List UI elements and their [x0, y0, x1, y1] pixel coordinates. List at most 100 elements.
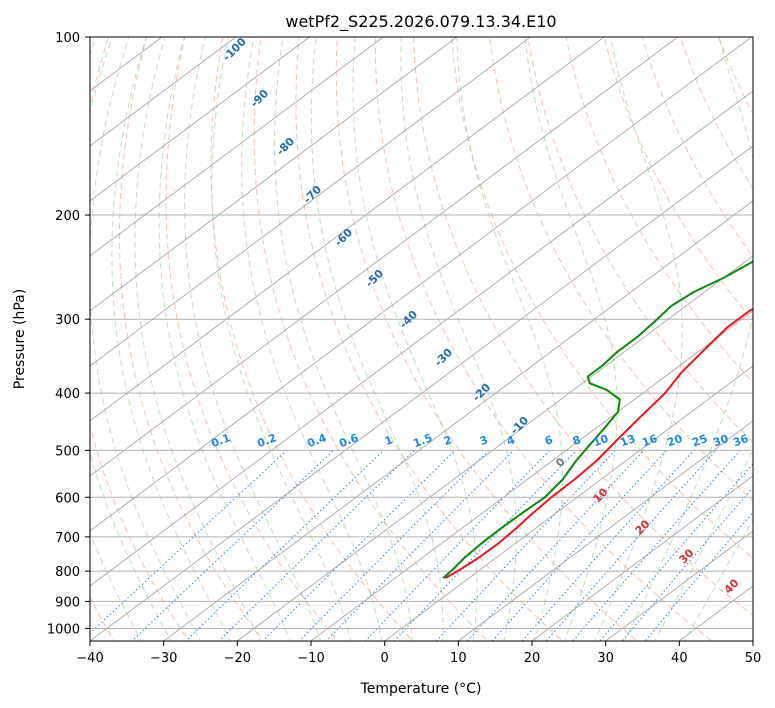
x-axis: −40 −30 −20 −10 0 10 20 30 40 50 [76, 641, 761, 666]
y-tick-label: 200 [55, 209, 80, 224]
dry-adiabat-line [413, 37, 753, 617]
moist-adiabat-line [456, 37, 563, 641]
mixing-ratio-label: 0.1 [209, 431, 232, 450]
isotherm-line [90, 37, 605, 422]
plot-frame [89, 36, 754, 642]
x-tick-label: 0 [381, 651, 389, 666]
mixing-ratio-line [90, 450, 288, 635]
mixing-ratio-label: 0.6 [337, 431, 360, 450]
isotherm-line [90, 145, 753, 641]
x-tick-label: −20 [224, 651, 251, 666]
y-tick-label: 900 [55, 595, 80, 610]
profiles [442, 260, 753, 579]
moist-adiabat-line [400, 37, 517, 641]
dry-adiabat-line [210, 37, 414, 641]
moist-adiabat-line [211, 37, 352, 641]
mixing-ratio-label: 36 [731, 432, 750, 450]
mixing-ratio-label: 0.4 [305, 431, 328, 450]
isotherm-line [236, 255, 753, 641]
x-tick-label: 10 [450, 651, 467, 666]
mixing-ratio-line [491, 450, 667, 641]
dry-adiabat-line [527, 37, 753, 443]
isotherm-line [90, 37, 237, 147]
mixing-ratio-label: 4 [505, 433, 517, 448]
y-tick-label: 1000 [47, 622, 80, 637]
dry-adiabat-line [603, 37, 753, 322]
dry-adiabat-line [451, 37, 753, 560]
mixing-ratio-line [325, 450, 514, 641]
isotherm-line [604, 530, 753, 641]
mixing-ratio-line [466, 450, 645, 641]
mixing-ratio-label: 30 [711, 432, 730, 450]
x-tick-label: 40 [671, 651, 688, 666]
x-tick-label: −40 [76, 651, 103, 666]
chart-title: wetPf2_S225.2026.079.13.34.E10 [285, 12, 556, 32]
dry-adiabat-line [295, 37, 564, 641]
dry-adiabat-line [118, 37, 265, 641]
isotherm-line [90, 37, 679, 477]
mixing-ratio-label: 2 [442, 433, 454, 448]
x-tick-label: −30 [150, 651, 177, 666]
dry-adiabat-line [641, 37, 753, 258]
mixing-ratio-label: 6 [543, 433, 555, 448]
y-tick-label: 100 [55, 31, 80, 46]
dry-adiabat-line [374, 37, 713, 641]
temperature-line [444, 307, 753, 579]
dry-adiabat-line [679, 37, 753, 190]
mixing-ratio-line [393, 450, 577, 641]
isotherm-line [90, 37, 384, 257]
dry-adiabat-line [489, 37, 753, 502]
dry-adiabat-line [90, 37, 190, 641]
isotherm-line [90, 37, 753, 532]
mixing-ratio-line [621, 486, 753, 641]
isotherm-line [383, 365, 753, 641]
y-tick-label: 300 [55, 313, 80, 328]
moist-adiabat-line [352, 37, 478, 641]
mixing-ratio-line [364, 450, 551, 641]
mixing-ratio-line [572, 450, 741, 641]
mixing-ratio-label: 10 [591, 432, 610, 450]
mixing-ratio-label: 13 [618, 432, 637, 449]
y-axis-label: Pressure (hPa) [12, 289, 28, 389]
isotherm-line [162, 200, 753, 641]
dry-adiabat-line [253, 37, 489, 641]
mixing-ratio-label: 1.5 [411, 431, 434, 450]
pressure-grid [90, 37, 753, 641]
isotherm-line [90, 37, 532, 367]
mixing-ratio-line [131, 450, 334, 641]
isotherm-line [531, 475, 753, 641]
moist-adiabat-line [310, 37, 444, 641]
mixing-ratio-line [218, 450, 415, 641]
mixing-ratio-label: 20 [665, 432, 684, 450]
mixing-ratio-label: 1 [383, 433, 395, 448]
mixing-ratio-line [521, 450, 695, 641]
dry-adiabat-line [165, 37, 339, 641]
y-tick-label: 600 [55, 491, 80, 506]
y-tick-label: 500 [55, 444, 80, 459]
y-tick-label: 400 [55, 387, 80, 402]
y-axis: 100 200 300 400 500 600 700 800 900 1000 [47, 31, 90, 637]
isotherm-line [90, 37, 458, 312]
x-tick-label: 50 [745, 651, 762, 666]
moist-adiabat-line [594, 37, 683, 641]
mixing-ratio-label: 8 [571, 433, 583, 448]
mixing-ratio-line [545, 450, 717, 641]
y-tick-label: 700 [55, 531, 80, 546]
y-tick-label: 800 [55, 565, 80, 580]
isotherm-line [457, 420, 753, 641]
x-tick-label: 20 [524, 651, 541, 666]
mixing-ratio-label: 3 [478, 433, 490, 448]
dry-adiabat-line [335, 37, 638, 641]
mixing-ratio-label: 16 [640, 432, 659, 450]
isotherm-line [90, 90, 753, 587]
mixing-ratio-label: 0.2 [255, 431, 278, 450]
dewpoint-line [442, 260, 753, 579]
mixing-ratio-line [185, 450, 384, 641]
mixing-ratio-label: 25 [690, 432, 709, 449]
x-tick-label: 30 [597, 651, 614, 666]
mixing-ratio-line [599, 463, 753, 641]
x-axis-label: Temperature (°C) [360, 681, 482, 697]
isotherm-line [90, 37, 311, 202]
